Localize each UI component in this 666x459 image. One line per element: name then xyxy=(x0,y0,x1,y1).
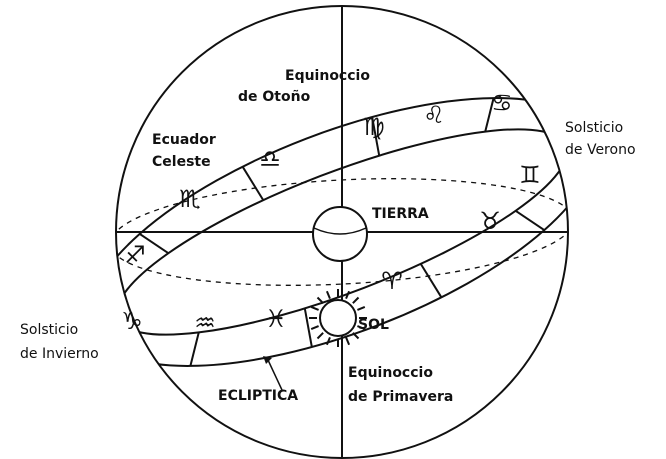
sun-ray xyxy=(316,332,324,340)
sun-ray xyxy=(357,325,366,331)
label: TIERRA xyxy=(372,206,429,222)
sun-ray xyxy=(345,337,351,346)
sun-ray xyxy=(345,290,351,299)
sun-ray xyxy=(357,305,366,311)
label: Celeste xyxy=(152,154,211,170)
sun-ray xyxy=(310,325,319,331)
sun-ray xyxy=(310,305,319,311)
zodiac-sign: ♓ xyxy=(265,305,287,333)
label: de Verono xyxy=(565,142,636,158)
band-divider xyxy=(303,308,313,348)
zodiac-sign: ♐ xyxy=(124,241,146,269)
zodiac-sign: ♌ xyxy=(423,101,445,129)
zodiac-sign: ♑ xyxy=(121,307,143,335)
label: Equinoccio xyxy=(348,365,433,381)
label: SOL xyxy=(358,317,389,333)
sun-ray xyxy=(325,290,331,299)
label: Solsticio xyxy=(565,120,623,136)
zodiac-sign: ♈ xyxy=(381,267,403,295)
zodiac-sign: ♒ xyxy=(194,309,216,337)
label: ECLIPTICA xyxy=(218,388,298,404)
band-divider xyxy=(241,166,265,201)
band-divider xyxy=(484,97,495,132)
band-divider xyxy=(139,233,169,255)
sun-ray xyxy=(316,296,324,304)
zodiac-sign: ♋ xyxy=(491,89,513,117)
zodiac-sign: ♏ xyxy=(179,185,201,213)
band-divider xyxy=(189,332,200,367)
sun xyxy=(319,299,357,337)
band-divider xyxy=(419,263,443,298)
sun-ray xyxy=(325,337,331,346)
band-divider xyxy=(371,116,381,156)
label: de Otoño xyxy=(238,89,311,105)
earth-line xyxy=(313,227,367,235)
label: Equinoccio xyxy=(285,68,370,84)
ecliptic-pointer xyxy=(267,359,283,391)
sun-ray xyxy=(352,332,360,340)
ecliptic-outer xyxy=(116,97,568,367)
label: de Primavera xyxy=(348,389,453,405)
label: Ecuador xyxy=(152,132,216,148)
zodiac-sign: ♍ xyxy=(363,113,385,141)
arrowhead xyxy=(263,356,272,364)
band-divider xyxy=(515,209,545,231)
label: Solsticio xyxy=(20,322,78,338)
label: de Invierno xyxy=(20,346,99,362)
zodiac-sign: ♊ xyxy=(519,161,541,189)
zodiac-sign: ♉ xyxy=(479,207,501,235)
zodiac-sign: ♎ xyxy=(259,145,281,173)
sun-ray xyxy=(352,296,360,304)
